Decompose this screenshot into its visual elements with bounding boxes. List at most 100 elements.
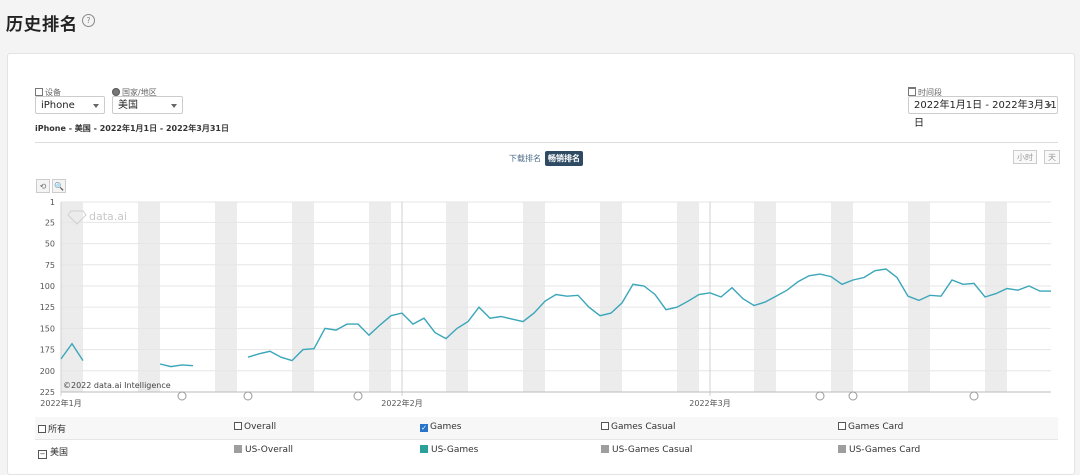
series-swatch [838, 445, 846, 453]
weekend-band [600, 202, 622, 392]
series-swatch [234, 445, 242, 453]
x-tick-label: 2022年1月 [40, 398, 81, 408]
legend-filter-overall[interactable]: Overall [234, 422, 276, 432]
chevron-down-icon [93, 104, 99, 108]
event-marker-icon[interactable] [353, 391, 363, 401]
downloads-rank-tab[interactable]: 下载排名 [509, 154, 541, 163]
weekend-band [61, 202, 83, 392]
weekend-band [985, 202, 1007, 392]
legend-series-row: − 美国 US-Overall US-Games US-Games Casual US-G… [35, 440, 1058, 462]
period-select[interactable]: 2022年1月1日 - 2022年3月31日 [908, 96, 1058, 129]
checkbox-icon[interactable] [38, 425, 46, 433]
divider [35, 142, 1058, 143]
collapse-icon[interactable]: − [38, 450, 47, 459]
legend-filter-label: Overall [244, 422, 277, 432]
checkbox-icon[interactable] [601, 422, 609, 430]
country-label-text: 国家/地区 [122, 88, 157, 97]
device-label-text: 设备 [45, 88, 61, 97]
weekend-band [523, 202, 545, 392]
y-tick-label: 75 [45, 261, 55, 270]
legend-series-label: US-Games Card [849, 445, 921, 455]
y-tick-label: 175 [40, 346, 55, 355]
period-label: 时间段 [908, 87, 942, 98]
series-line-US-Games [60, 342, 84, 361]
y-tick-label: 225 [40, 388, 55, 397]
chevron-down-icon [1046, 104, 1052, 108]
y-tick-label: 25 [45, 218, 55, 227]
series-swatch [601, 445, 609, 453]
help-icon[interactable]: ? [82, 14, 95, 27]
legend-filter-label: 所有 [48, 425, 67, 435]
weekend-band [908, 202, 930, 392]
device-label: 设备 [35, 87, 61, 98]
y-tick-label: 100 [40, 282, 55, 291]
weekend-band [754, 202, 776, 392]
revenue-rank-tab[interactable]: 畅销排名 [545, 151, 583, 166]
weekend-band [292, 202, 314, 392]
weekend-band [369, 202, 391, 392]
reset-zoom-button[interactable]: ⟲ [36, 179, 50, 193]
y-tick-label: 200 [40, 367, 55, 376]
copyright-text: ©2022 data.ai Intelligence [63, 381, 171, 390]
y-tick-label: 125 [40, 303, 55, 312]
legend-filter-所有[interactable]: 所有 [38, 422, 66, 435]
legend-filter-games-card[interactable]: Games Card [838, 422, 903, 432]
chevron-down-icon [171, 104, 177, 108]
page-title: 历史排名 [6, 15, 78, 35]
checkbox-icon[interactable]: ✓ [420, 424, 428, 432]
legend-series-us-games-casual[interactable]: US-Games Casual [601, 445, 692, 455]
legend-filter-games-casual[interactable]: Games Casual [601, 422, 676, 432]
weekend-band [677, 202, 699, 392]
watermark-text: data.ai [89, 210, 127, 223]
legend-series-us-games[interactable]: US-Games [420, 445, 478, 455]
event-marker-icon[interactable] [243, 391, 253, 401]
weekend-band [831, 202, 853, 392]
country-select-value: 美国 [118, 100, 138, 111]
series-line-US-Games [159, 363, 194, 368]
legend-series-label: US-Games [431, 445, 479, 455]
calendar-icon [908, 87, 916, 96]
checkbox-icon[interactable] [234, 422, 242, 430]
period-label-text: 时间段 [918, 88, 942, 97]
weekend-band [446, 202, 468, 392]
legend-table: 所有 Overall ✓ Games Games Casual Games Card − 美… [35, 417, 1058, 469]
legend-filter-games[interactable]: ✓ Games [420, 422, 461, 432]
event-marker-icon[interactable] [815, 391, 825, 401]
checkbox-icon[interactable] [838, 422, 846, 430]
globe-icon [112, 88, 120, 96]
country-label: 国家/地区 [112, 87, 157, 98]
y-tick-label: 50 [45, 240, 55, 249]
x-tick-label: 2022年3月 [689, 398, 730, 408]
weekend-band [138, 202, 160, 392]
legend-category-row: 所有 Overall ✓ Games Games Casual Games Card [35, 417, 1058, 440]
country-select[interactable]: 美国 [112, 96, 183, 114]
diamond-logo-icon [67, 210, 87, 225]
legend-country-group[interactable]: − 美国 [38, 445, 68, 459]
zoom-icon[interactable]: 🔍 [52, 179, 66, 193]
day-granularity-button[interactable]: 天 [1044, 150, 1060, 164]
legend-filter-label: Games Casual [611, 422, 676, 432]
y-tick-label: 150 [40, 324, 55, 333]
legend-filter-label: Games [430, 422, 462, 432]
legend-series-us-overall[interactable]: US-Overall [234, 445, 293, 455]
y-tick-label: 1 [50, 198, 55, 207]
period-select-value: 2022年1月1日 - 2022年3月31日 [914, 100, 1057, 129]
device-icon [35, 88, 43, 96]
device-select[interactable]: iPhone [35, 96, 105, 114]
legend-country-label: 美国 [50, 448, 69, 458]
history-rank-panel: 设备 iPhone 国家/地区 美国 时间段 2022年1月1日 - 2022年… [7, 53, 1075, 475]
hour-granularity-button[interactable]: 小时 [1013, 150, 1037, 164]
x-tick-label: 2022年2月 [381, 398, 422, 408]
legend-series-label: US-Overall [245, 445, 293, 455]
event-marker-icon[interactable] [177, 391, 187, 401]
legend-filter-label: Games Card [848, 422, 904, 432]
chart-subtitle: iPhone - 美国 - 2022年1月1日 - 2022年3月31日 [35, 124, 229, 133]
series-swatch [420, 445, 428, 453]
event-marker-icon[interactable] [848, 391, 858, 401]
event-marker-icon[interactable] [969, 391, 979, 401]
legend-series-us-games-card[interactable]: US-Games Card [838, 445, 920, 455]
weekend-band [215, 202, 237, 392]
legend-series-label: US-Games Casual [612, 445, 693, 455]
device-select-value: iPhone [41, 100, 75, 111]
